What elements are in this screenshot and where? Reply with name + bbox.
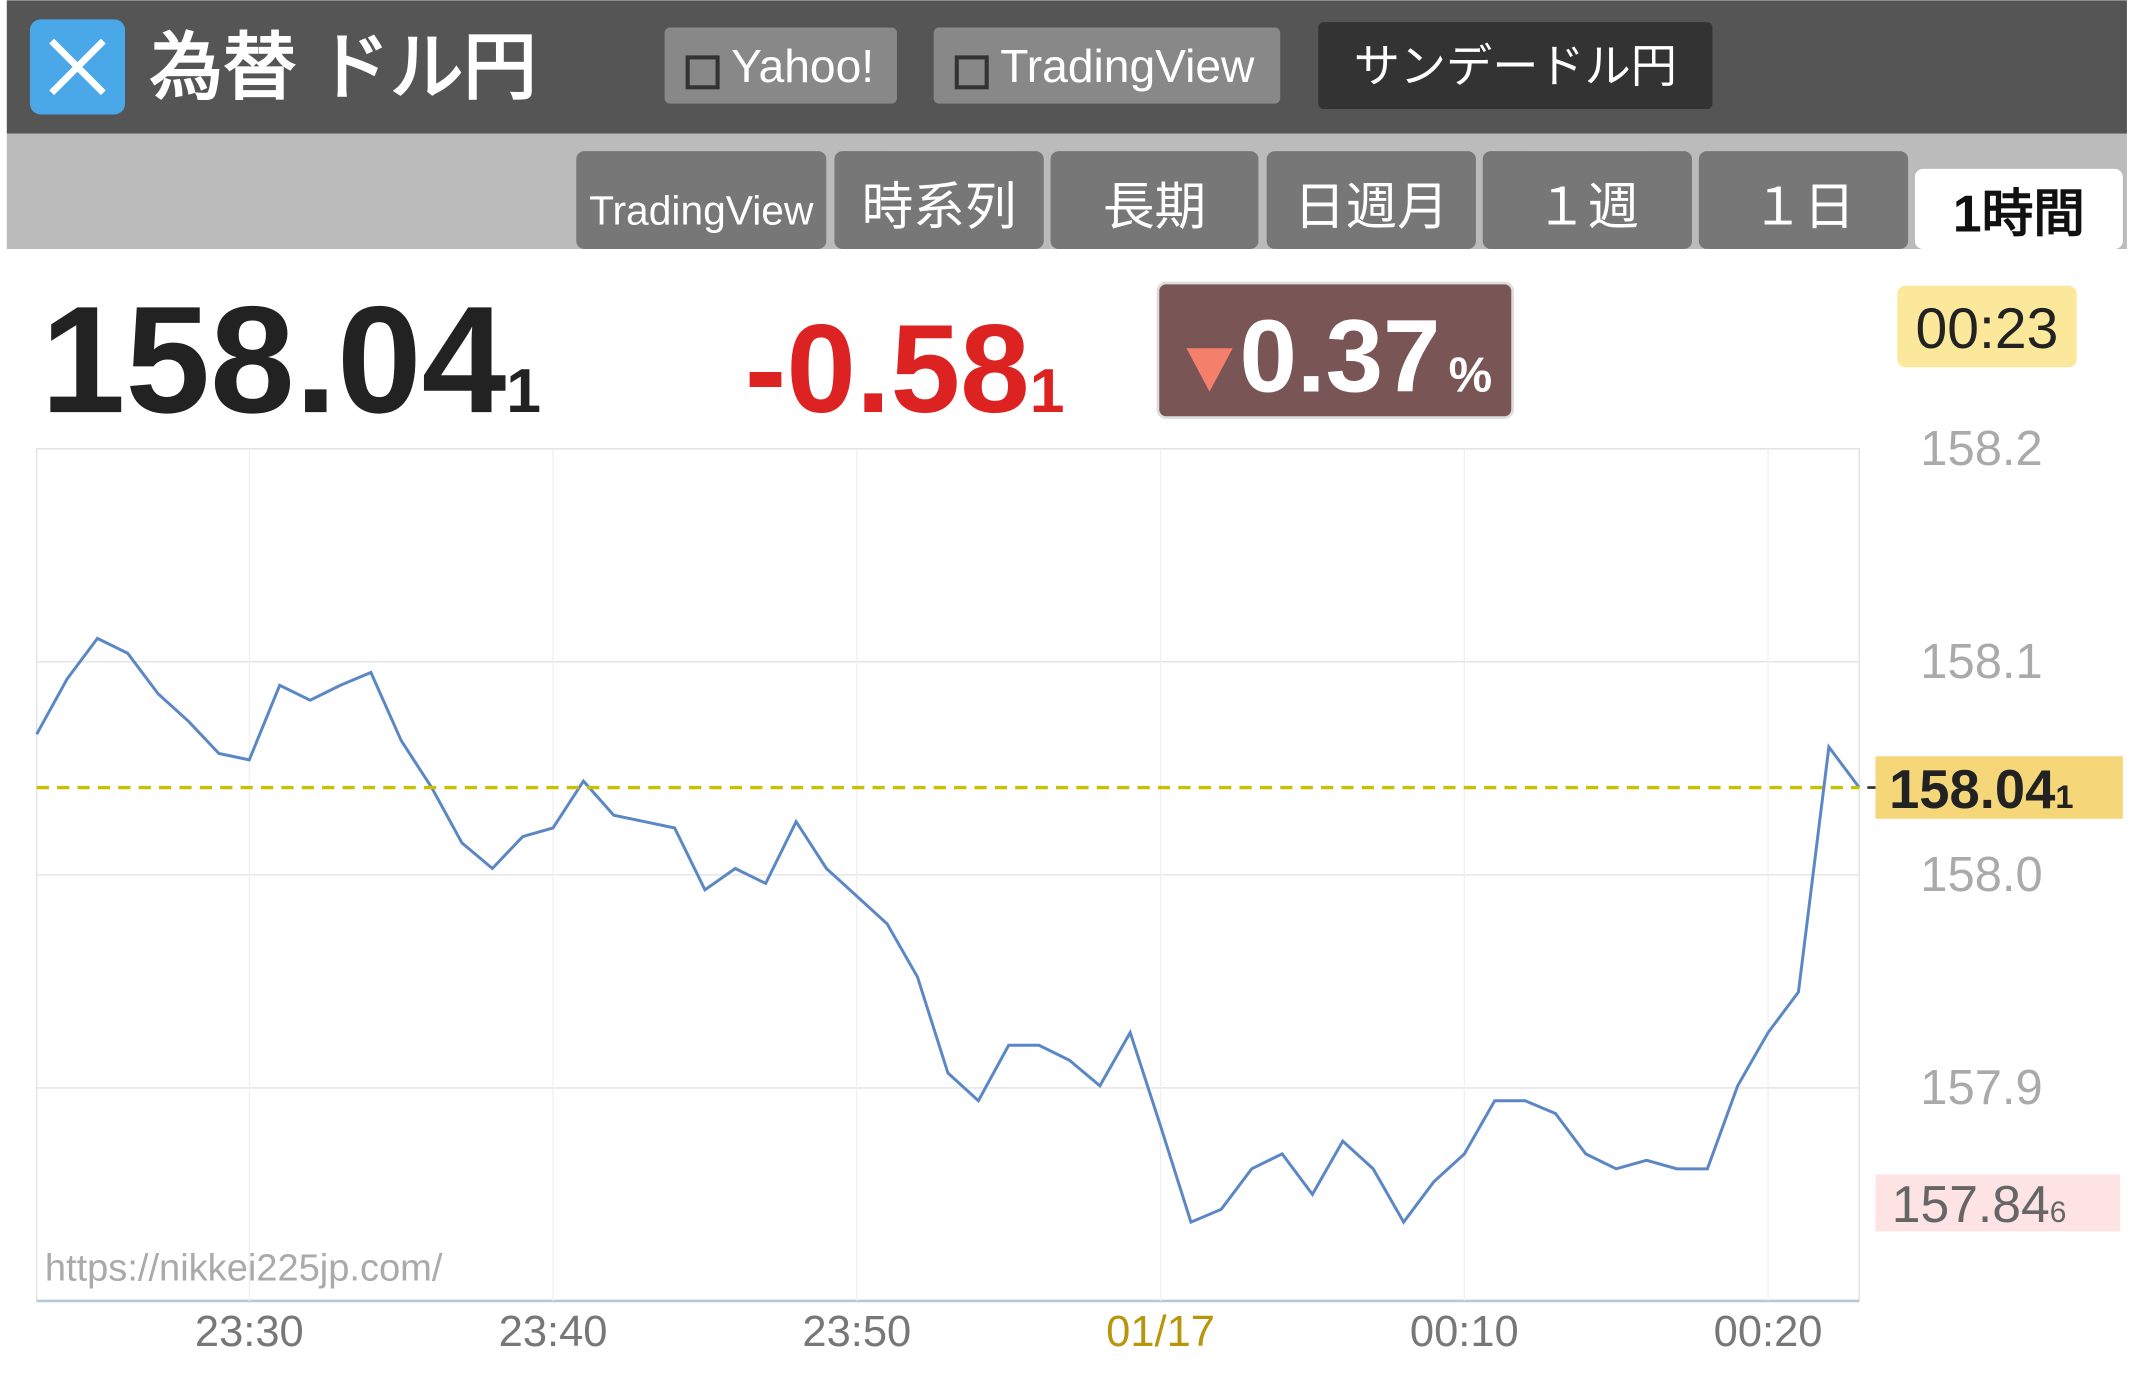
time: 00:23 [1916,297,2059,361]
tab[interactable] [834,151,1044,250]
x-tick-label: 23:30 [195,1308,304,1356]
y-tick-label: 158.2 [1920,422,2042,476]
change: -0.581 [745,300,1065,439]
reference-box [1875,756,2123,819]
low-label-suffix: 6 [2050,1196,2067,1229]
chart: 157.9 158.0 158.1 158.2 23:30 23:40 23:50 01/17… [35,422,2123,1356]
x-tick-label: 01/17 [1106,1308,1215,1356]
change-suffix: 1 [1030,356,1065,426]
tabs: TradingView 時系列 長期 日週月 １週 １日 1時間 [576,151,2123,250]
y-tick-label: 158.1 [1920,635,2042,689]
link-icon [954,55,989,90]
tab[interactable] [1698,151,1909,250]
price-suffix: 1 [506,356,541,426]
tab[interactable] [1050,151,1259,250]
link-button[interactable] [664,27,897,104]
down-arrow [1186,348,1233,392]
watermark: https://nikkei225jp.com/ [45,1248,443,1290]
tab-label: １週 [1536,178,1639,236]
reference-label-suffix: 1 [2055,778,2073,815]
percent: 0.37% [1239,299,1492,414]
tab[interactable] [1914,168,2123,250]
x-logo-icon [49,38,106,96]
tab[interactable] [1266,151,1476,250]
percent-unit: % [1449,349,1493,403]
tab-label: 時系列 [862,178,1017,236]
tab-label: TradingView [589,188,814,234]
link-icon [685,55,720,90]
x-tick-label: 23:40 [499,1308,608,1356]
price-line [35,636,1861,1225]
tab-label: １日 [1752,178,1855,236]
reference-label-main: 158.04 [1889,759,2055,820]
low-label-main: 157.84 [1892,1175,2050,1233]
time-box [1897,285,2077,368]
x-tick-label: 00:20 [1714,1308,1823,1356]
low-label: 157.846 [1892,1175,2067,1233]
change-main: -0.58 [745,300,1030,439]
tab-label: 長期 [1103,178,1206,236]
price: 158.041 [41,275,541,445]
tab[interactable] [576,151,827,250]
percent-value: 0.37 [1239,299,1440,414]
header-title: 為替 ドル円 [149,27,536,109]
content [6,249,2127,1376]
x-tick-label: 23:50 [802,1308,911,1356]
link-button[interactable] [933,27,1281,104]
low-box [1875,1174,2121,1232]
tab[interactable] [1482,151,1693,250]
reference-label: 158.041 [1889,759,2073,820]
tab-label: 1時間 [1953,184,2085,242]
x-tick-label: 00:10 [1410,1308,1519,1356]
link-label: TradingView [1000,40,1255,92]
price-main: 158.04 [41,275,507,445]
link-label: サンデードル円 [1354,40,1677,92]
y-tick-label: 157.9 [1920,1061,2042,1115]
link-button[interactable] [1318,22,1713,110]
link-label: Yahoo! [731,40,874,92]
percent-box [1156,281,1514,419]
y-tick-label: 158.0 [1920,848,2042,902]
tab-label: 日週月 [1294,178,1449,236]
